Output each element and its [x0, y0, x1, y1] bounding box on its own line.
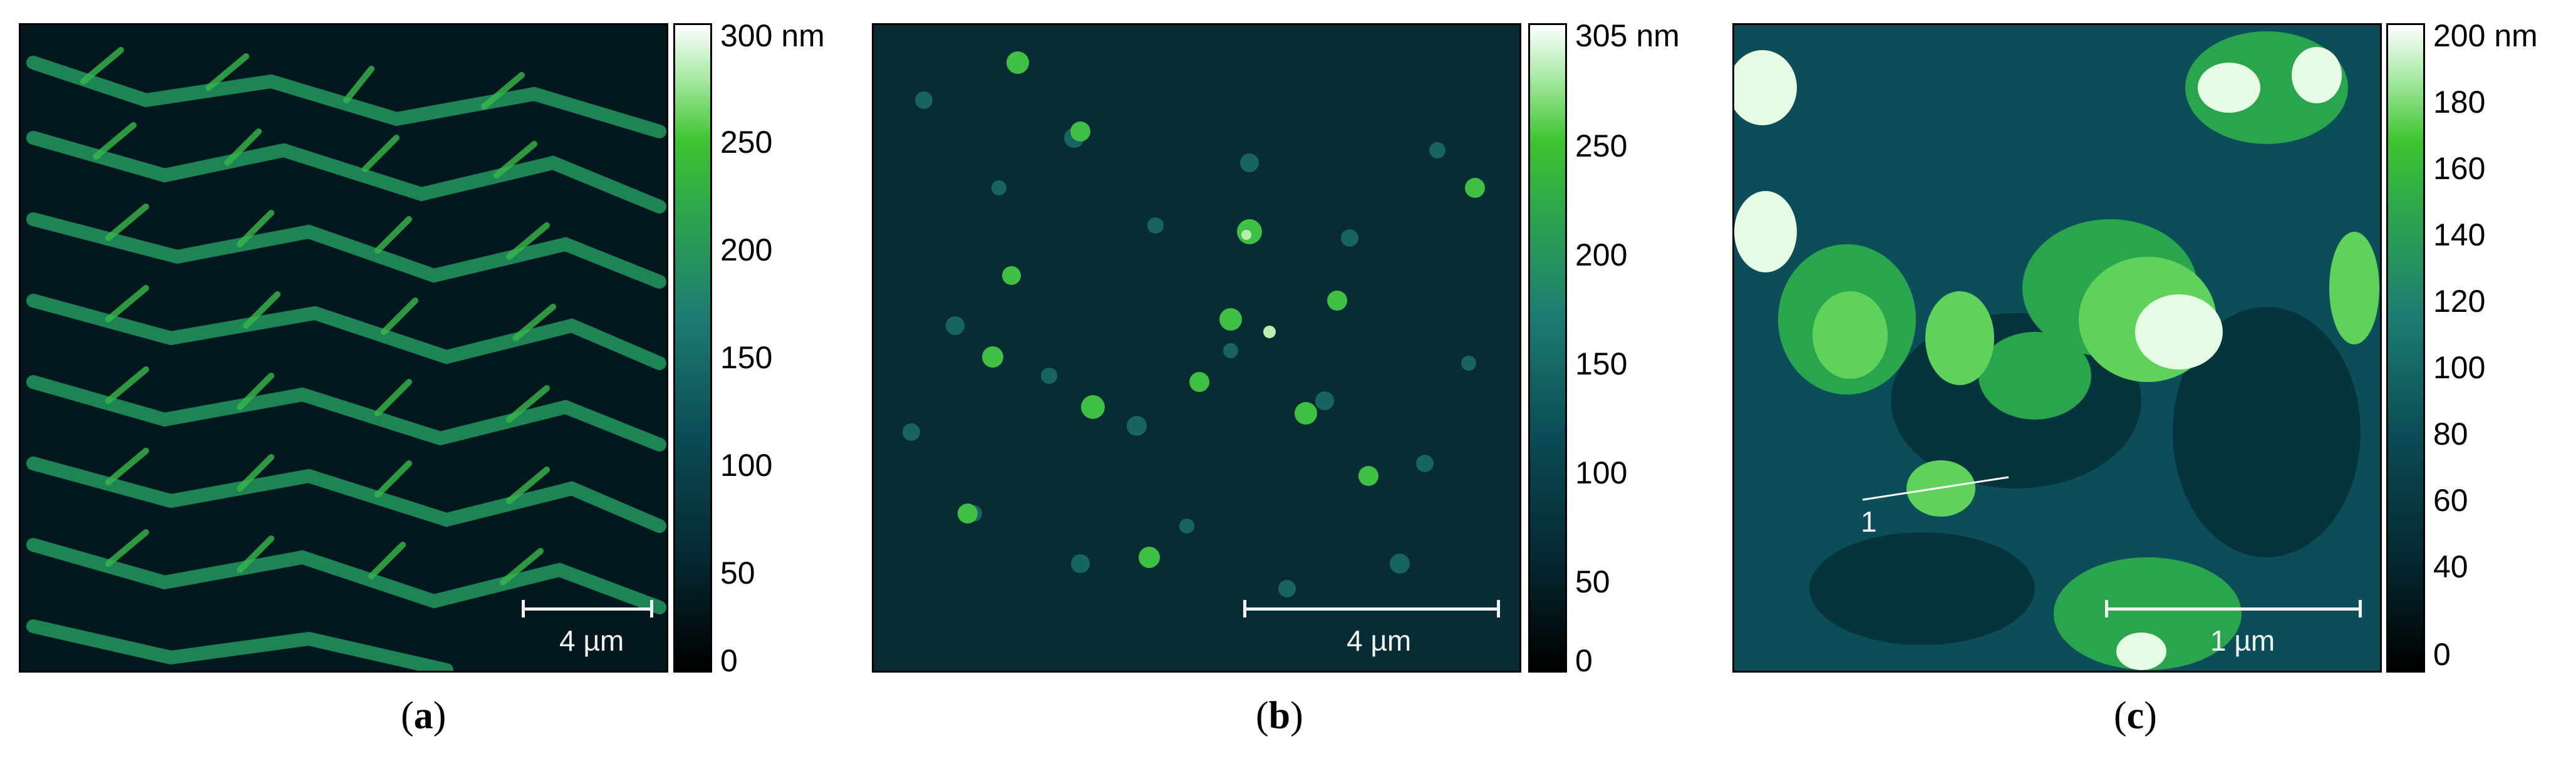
colorbar-a	[673, 23, 712, 673]
colorbar-max-label-c: 200 nm	[2433, 18, 2538, 53]
scale-bar-label-c: 1 µm	[2210, 624, 2275, 657]
afm-image-a: 4 µm	[19, 23, 668, 673]
colorbar-tick-a: 200	[720, 232, 773, 267]
blob-pattern	[1734, 25, 2380, 671]
colorbar-tick-b: 200	[1575, 237, 1628, 272]
colorbar-tick-c: 80	[2433, 416, 2468, 452]
dendritic-pattern	[21, 25, 666, 671]
colorbar-c	[2386, 23, 2425, 673]
caption-b: (b)	[1256, 694, 1303, 737]
colorbar-tick-a: 250	[720, 125, 773, 160]
scale-bar-label-a: 4 µm	[559, 624, 624, 657]
scale-bar-b	[1243, 600, 1500, 617]
caption-c: (c)	[2114, 694, 2157, 737]
scale-bar-a	[522, 600, 653, 617]
colorbar-max-label-b: 305 nm	[1575, 18, 1680, 53]
particle-pattern	[874, 25, 1519, 671]
colorbar-tick-a: 50	[720, 555, 755, 591]
colorbar-tick-c: 120	[2433, 284, 2486, 319]
colorbar-tick-a: 150	[720, 340, 773, 375]
colorbar-b	[1528, 23, 1567, 673]
colorbar-tick-c: 140	[2433, 217, 2486, 252]
profile-marker-label: 1	[1861, 505, 1877, 538]
colorbar-tick-c: 40	[2433, 549, 2468, 584]
colorbar-tick-c: 60	[2433, 483, 2468, 518]
colorbar-tick-b: 50	[1575, 564, 1610, 599]
colorbar-tick-b: 150	[1575, 346, 1628, 381]
scale-bar-c	[2105, 600, 2362, 617]
colorbar-tick-c: 160	[2433, 151, 2486, 186]
caption-a: (a)	[401, 694, 447, 737]
colorbar-tick-b: 100	[1575, 455, 1628, 490]
colorbar-tick-b: 0	[1575, 643, 1593, 678]
colorbar-tick-b: 250	[1575, 128, 1628, 163]
colorbar-max-label-a: 300 nm	[720, 18, 825, 53]
scale-bar-label-b: 4 µm	[1347, 624, 1412, 657]
afm-image-c: 1 1 µm	[1732, 23, 2382, 673]
afm-image-b: 4 µm	[872, 23, 1521, 673]
colorbar-tick-a: 100	[720, 448, 773, 483]
colorbar-tick-a: 0	[720, 643, 738, 678]
colorbar-tick-c: 100	[2433, 350, 2486, 385]
colorbar-tick-c: 180	[2433, 85, 2486, 120]
colorbar-tick-c: 0	[2433, 637, 2451, 672]
